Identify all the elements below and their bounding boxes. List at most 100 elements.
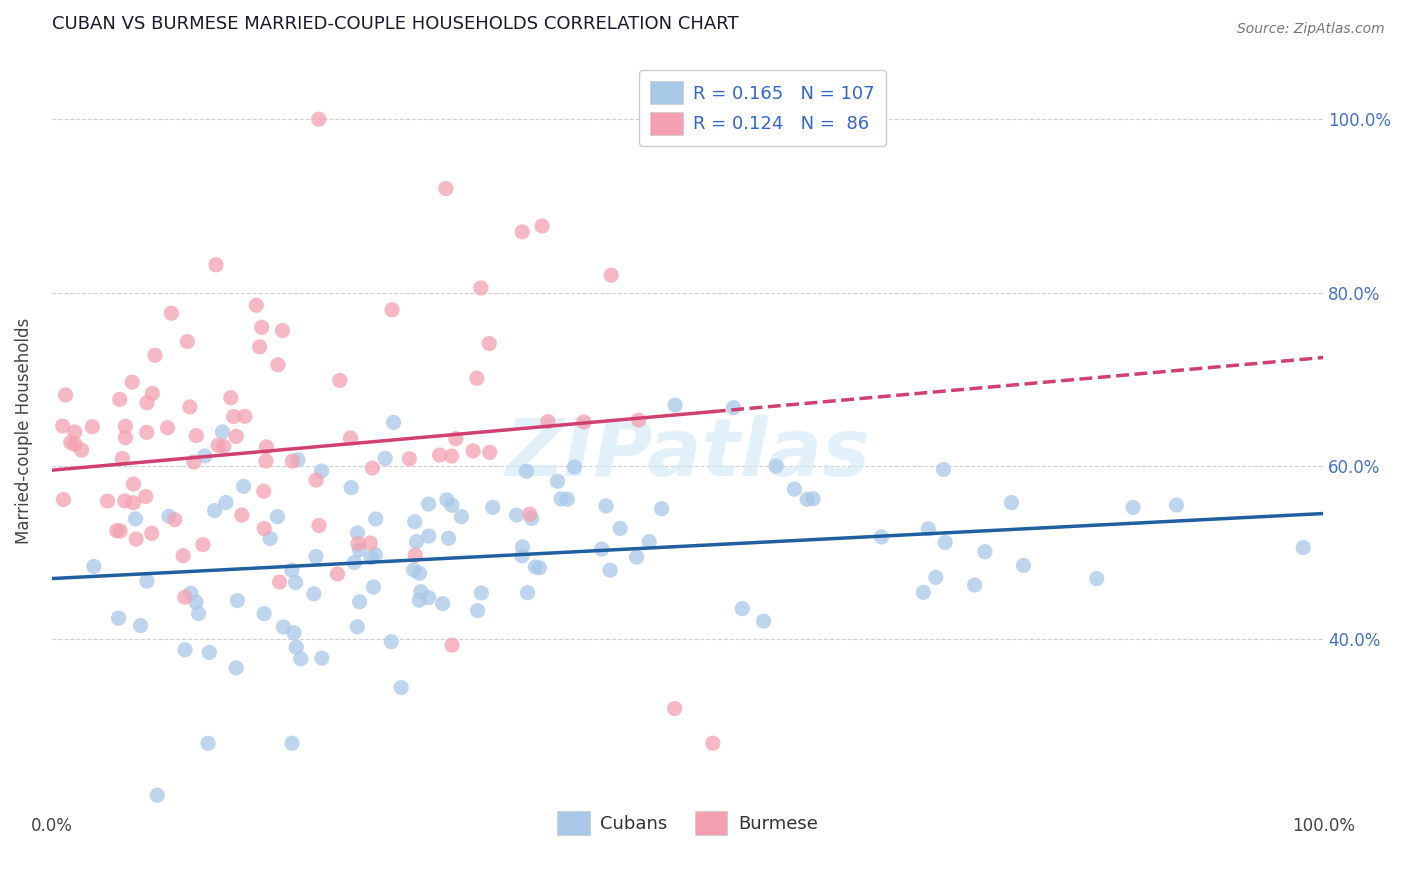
Point [269, 575, 291, 590]
Point [204, 503, 226, 517]
Point [135, 574, 157, 589]
Point [440, 498, 463, 512]
Point [141, 386, 163, 401]
Point [180, 586, 202, 600]
Point [418, 529, 440, 543]
Point [1000, 495, 1022, 509]
Point [108, 524, 131, 538]
Point [547, 475, 569, 489]
Point [478, 336, 501, 351]
Point [1012, 558, 1035, 573]
Point [361, 461, 384, 475]
Text: CUBAN VS BURMESE MARRIED-COUPLE HOUSEHOLDS CORRELATION CHART: CUBAN VS BURMESE MARRIED-COUPLE HOUSEHOL… [52, 15, 738, 33]
Point [302, 587, 325, 601]
Point [83, 559, 105, 574]
Point [609, 521, 631, 535]
Point [329, 374, 352, 388]
Point [434, 181, 457, 195]
Point [197, 736, 219, 750]
Point [783, 482, 806, 496]
Point [374, 451, 396, 466]
Point [1085, 572, 1108, 586]
Point [346, 620, 368, 634]
Point [555, 492, 578, 507]
Point [219, 391, 242, 405]
Point [141, 526, 163, 541]
Point [599, 563, 621, 577]
Point [461, 443, 484, 458]
Point [231, 508, 253, 522]
Point [250, 320, 273, 334]
Point [440, 449, 463, 463]
Point [505, 508, 527, 522]
Point [163, 513, 186, 527]
Point [82, 419, 104, 434]
Point [638, 534, 661, 549]
Point [184, 595, 207, 609]
Point [974, 545, 997, 559]
Point [173, 590, 195, 604]
Point [359, 536, 381, 550]
Point [432, 597, 454, 611]
Point [290, 652, 312, 666]
Point [364, 548, 387, 562]
Point [1166, 498, 1188, 512]
Point [963, 578, 986, 592]
Point [284, 575, 307, 590]
Point [281, 563, 304, 577]
Point [122, 496, 145, 510]
Point [226, 593, 249, 607]
Point [347, 537, 370, 551]
Point [194, 449, 217, 463]
Point [702, 736, 724, 750]
Point [524, 560, 547, 574]
Point [285, 640, 308, 655]
Point [281, 454, 304, 468]
Point [467, 604, 489, 618]
Point [731, 601, 754, 615]
Point [63, 425, 86, 439]
Point [917, 522, 939, 536]
Point [510, 225, 533, 239]
Point [343, 556, 366, 570]
Point [418, 591, 440, 605]
Point [626, 550, 648, 565]
Point [211, 425, 233, 439]
Point [311, 464, 333, 478]
Point [122, 477, 145, 491]
Point [174, 642, 197, 657]
Point [465, 371, 488, 385]
Point [172, 549, 194, 563]
Point [267, 358, 290, 372]
Point [363, 580, 385, 594]
Point [249, 340, 271, 354]
Point [111, 451, 134, 466]
Point [349, 542, 371, 557]
Point [912, 585, 935, 599]
Point [207, 438, 229, 452]
Point [418, 497, 440, 511]
Point [478, 445, 501, 459]
Point [510, 549, 533, 563]
Point [212, 439, 235, 453]
Point [52, 492, 75, 507]
Point [364, 512, 387, 526]
Point [572, 415, 595, 429]
Point [59, 435, 82, 450]
Point [326, 566, 349, 581]
Point [146, 789, 169, 803]
Point [360, 550, 382, 565]
Point [259, 532, 281, 546]
Point [156, 420, 179, 434]
Point [512, 540, 534, 554]
Point [723, 401, 745, 415]
Point [529, 561, 551, 575]
Point [283, 625, 305, 640]
Point [281, 736, 304, 750]
Point [254, 440, 277, 454]
Point [801, 491, 824, 506]
Point [664, 701, 686, 715]
Point [346, 525, 368, 540]
Text: Source: ZipAtlas.com: Source: ZipAtlas.com [1237, 22, 1385, 37]
Point [600, 268, 623, 283]
